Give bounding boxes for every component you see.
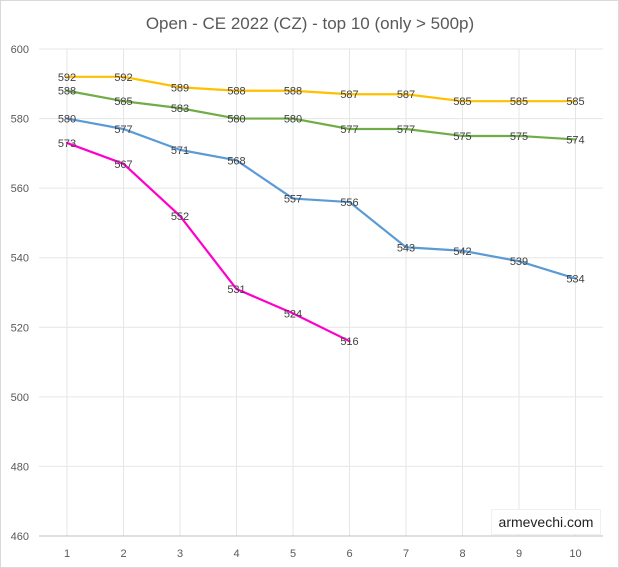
data-label: 567 — [114, 159, 132, 171]
y-tick-label: 460 — [11, 531, 29, 543]
data-label: 587 — [397, 89, 415, 101]
x-tick-label: 3 — [177, 548, 183, 560]
y-tick-label: 580 — [11, 114, 29, 126]
data-label: 588 — [58, 86, 76, 98]
data-label: 557 — [284, 194, 302, 206]
data-label: 577 — [397, 124, 415, 136]
x-axis-ticks: 1 2 3 4 5 6 7 8 9 10 — [64, 548, 582, 560]
grid-lines — [39, 48, 603, 536]
data-label: 575 — [510, 131, 528, 143]
x-tick-label: 9 — [516, 548, 522, 560]
data-label: 575 — [453, 131, 471, 143]
data-label: 585 — [453, 96, 471, 108]
y-tick-label: 600 — [11, 44, 29, 56]
series-line-series-3 — [65, 117, 577, 280]
data-label: 580 — [227, 114, 245, 126]
data-label: 571 — [171, 145, 189, 157]
data-label: 577 — [114, 124, 132, 136]
data-label: 568 — [227, 155, 245, 167]
x-tick-label: 1 — [64, 548, 70, 560]
data-label: 592 — [114, 72, 132, 84]
data-label: 589 — [171, 82, 189, 94]
data-label: 592 — [58, 72, 76, 84]
data-label: 585 — [510, 96, 528, 108]
data-label: 573 — [58, 138, 76, 150]
x-tick-label: 4 — [233, 548, 239, 560]
data-label: 552 — [171, 211, 189, 223]
data-label: 531 — [227, 284, 245, 296]
series-line-series-4 — [65, 141, 351, 343]
series-line-series-1 — [65, 75, 577, 103]
y-tick-label: 540 — [11, 253, 29, 265]
x-tick-label: 8 — [459, 548, 465, 560]
x-tick-label: 10 — [569, 548, 581, 560]
watermark-text: armevechi.com — [498, 514, 594, 530]
series-line-series-2 — [65, 89, 577, 141]
data-label: 577 — [340, 124, 358, 136]
data-label: 516 — [340, 336, 358, 348]
data-label: 534 — [566, 274, 584, 286]
data-label: 556 — [340, 197, 358, 209]
series-group — [65, 75, 577, 343]
y-tick-label: 500 — [11, 392, 29, 404]
data-label: 580 — [58, 114, 76, 126]
x-tick-label: 5 — [290, 548, 296, 560]
y-tick-label: 480 — [11, 461, 29, 473]
data-label: 539 — [510, 256, 528, 268]
data-label: 574 — [566, 134, 584, 146]
data-label: 543 — [397, 242, 415, 254]
data-label: 588 — [284, 86, 302, 98]
watermark-badge: armevechi.com — [491, 509, 601, 535]
chart-title: Open - CE 2022 (CZ) - top 10 (only > 500… — [146, 14, 474, 33]
data-label: 580 — [284, 114, 302, 126]
data-labels: 592 592 589 588 588 587 587 585 585 585 588 585 583 5… — [58, 72, 585, 348]
y-tick-label: 560 — [11, 183, 29, 195]
x-tick-label: 7 — [403, 548, 409, 560]
y-axis-ticks: 460 480 500 520 540 560 580 600 — [11, 44, 29, 543]
data-label: 588 — [227, 86, 245, 98]
data-label: 542 — [453, 246, 471, 258]
x-tick-label: 6 — [346, 548, 352, 560]
data-label: 587 — [340, 89, 358, 101]
x-tick-label: 2 — [120, 548, 126, 560]
data-label: 585 — [566, 96, 584, 108]
y-tick-label: 520 — [11, 322, 29, 334]
data-label: 524 — [284, 308, 302, 320]
data-label: 583 — [171, 103, 189, 115]
data-label: 585 — [114, 96, 132, 108]
